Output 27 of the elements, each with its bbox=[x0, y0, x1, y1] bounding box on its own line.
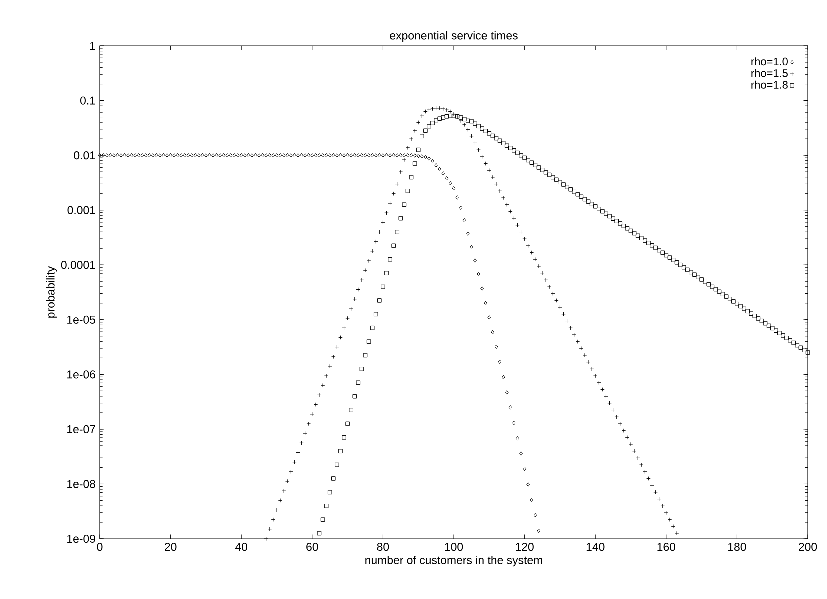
y-axis-title: probability bbox=[46, 266, 58, 318]
y-tick-label: 1e-05 bbox=[68, 316, 96, 324]
legend-label: rho=1.0 bbox=[752, 58, 788, 66]
x-tick-label: 180 bbox=[728, 543, 746, 552]
y-tick-label: 0.001 bbox=[68, 206, 96, 214]
x-tick-label: 200 bbox=[799, 543, 818, 552]
y-tick-label: 1e-07 bbox=[68, 425, 96, 434]
legend-label: rho=1.8 bbox=[752, 80, 788, 89]
legend-label: rho=1.5 bbox=[752, 69, 788, 78]
y-tick-label: 1e-09 bbox=[68, 534, 96, 544]
chart-title: exponential service times bbox=[390, 31, 518, 42]
y-tick-label: 0.1 bbox=[80, 96, 96, 105]
x-tick-label: 60 bbox=[306, 543, 318, 552]
x-tick-label: 100 bbox=[445, 543, 464, 552]
x-tick-label: 40 bbox=[235, 543, 248, 552]
x-tick-label: 140 bbox=[586, 543, 605, 552]
x-tick-label: 160 bbox=[658, 543, 676, 552]
y-tick-label: 0.0001 bbox=[61, 261, 96, 270]
x-tick-label: 120 bbox=[516, 543, 534, 552]
x-axis-title: number of customers in the system bbox=[366, 556, 542, 567]
x-tick-label: 20 bbox=[165, 543, 177, 552]
y-tick-label: 0.01 bbox=[74, 152, 96, 160]
y-tick-label: 1 bbox=[90, 42, 96, 50]
y-tick-label: 1e-08 bbox=[68, 480, 96, 488]
x-tick-label: 80 bbox=[377, 543, 390, 552]
y-tick-label: 1e-06 bbox=[68, 370, 96, 379]
x-tick-label: 0 bbox=[97, 543, 103, 552]
